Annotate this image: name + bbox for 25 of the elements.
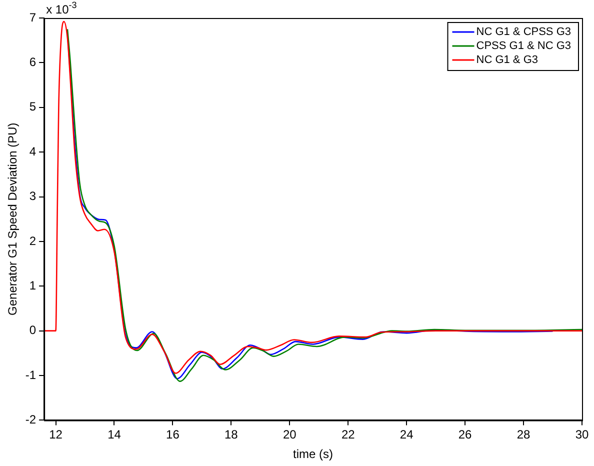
x-axis-title: time (s) xyxy=(293,447,334,462)
x-tick-label: 26 xyxy=(458,428,472,442)
legend-label: NC G1 & G3 xyxy=(476,54,538,66)
y-tick-label: 5 xyxy=(29,100,36,114)
x-tick-label: 22 xyxy=(341,428,356,442)
x-tick-label: 24 xyxy=(400,428,414,442)
x-tick-label: 28 xyxy=(516,428,531,442)
x-tick-label: 18 xyxy=(224,428,238,442)
y-axis-title: Generator G1 Speed Deviation (PU) xyxy=(6,122,20,316)
y-tick-label: -1 xyxy=(25,368,36,382)
legend-label: CPSS G1 & NC G3 xyxy=(476,40,572,52)
x-tick-label: 30 xyxy=(575,428,589,442)
y-tick-label: 0 xyxy=(29,323,36,338)
y-tick-label: 1 xyxy=(29,278,36,292)
x-tick-label: 20 xyxy=(282,428,297,442)
y-tick-label: 6 xyxy=(29,55,36,69)
y-tick-label: 4 xyxy=(29,144,36,158)
y-tick-label: 7 xyxy=(29,10,36,24)
x-tick-label: 14 xyxy=(108,428,122,442)
y-tick-label: -2 xyxy=(25,412,36,427)
x-tick-label: 12 xyxy=(49,428,63,442)
x-tick-label: 16 xyxy=(166,428,180,442)
y-tick-label: 3 xyxy=(29,189,36,204)
legend-label: NC G1 & CPSS G3 xyxy=(476,26,572,38)
y-tick-label: 2 xyxy=(29,234,36,248)
